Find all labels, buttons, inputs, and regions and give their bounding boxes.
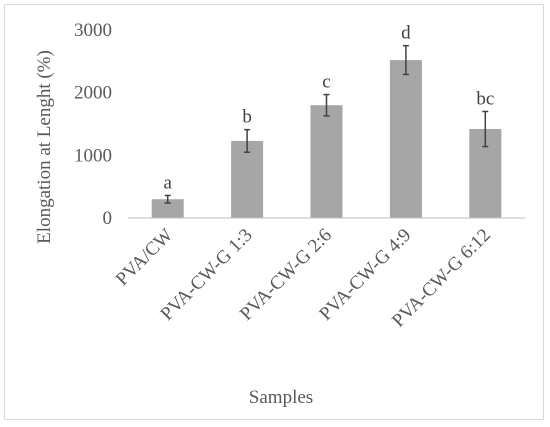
significance-label: c: [322, 72, 330, 93]
y-axis-title: Elongation at Lenght (%): [34, 50, 55, 244]
significance-label: bc: [476, 88, 494, 109]
bar: [151, 199, 184, 218]
significance-label: b: [242, 107, 252, 128]
x-axis-title: Samples: [249, 387, 313, 408]
y-tick-label: 3000: [74, 20, 112, 41]
bar: [389, 60, 422, 218]
y-tick-label: 1000: [74, 145, 112, 166]
chart-frame: [4, 4, 544, 420]
significance-label: d: [401, 23, 411, 44]
y-tick-label: 0: [103, 208, 113, 229]
y-tick-label: 2000: [74, 83, 112, 104]
significance-label: a: [163, 172, 172, 193]
bar: [310, 105, 343, 218]
bar: [231, 140, 264, 218]
x-tick-label: PVA/CW: [112, 225, 177, 290]
